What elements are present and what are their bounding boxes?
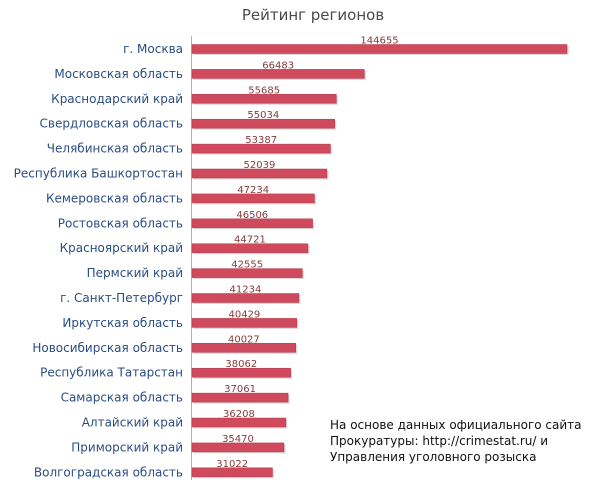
data-source-note: На основе данных официального сайта Прок… [330, 417, 600, 465]
bar [191, 118, 335, 129]
category-label: Ростовская область [58, 216, 183, 230]
category-label: Республика Татарстан [40, 366, 183, 380]
category-label: г. Москва [123, 42, 183, 56]
note-line: На основе данных официального сайта [330, 418, 582, 432]
value-label: 40429 [228, 309, 260, 320]
category-label: Приморский край [71, 440, 183, 454]
value-label: 40027 [228, 334, 260, 345]
bar [191, 392, 289, 403]
value-label: 46506 [236, 210, 268, 221]
category-label: Пермский край [87, 266, 183, 280]
bar [191, 44, 568, 54]
note-line: Прокуратуры: http://crimestat.ru/ и [330, 434, 549, 448]
bar [191, 218, 313, 229]
bar [191, 168, 328, 179]
bar [191, 467, 273, 478]
bar [191, 243, 309, 253]
value-label: 35470 [222, 434, 254, 445]
category-label: Свердловская область [40, 117, 184, 131]
value-label: 55034 [247, 110, 279, 121]
category-label: г. Санкт-Петербург [60, 291, 183, 305]
bar [191, 343, 297, 353]
value-label: 144655 [360, 36, 398, 47]
value-label: 66483 [262, 60, 294, 71]
value-label: 36208 [223, 409, 255, 420]
bar [191, 318, 298, 328]
category-label: Кемеровская область [46, 191, 183, 205]
note-line: Управления уголовного розыска [330, 450, 537, 464]
value-label: 41234 [230, 285, 262, 296]
category-label: Челябинская область [47, 142, 183, 156]
bar [191, 442, 285, 453]
value-label: 38062 [225, 359, 257, 370]
bar [191, 367, 291, 378]
value-label: 53387 [245, 135, 277, 146]
category-label: Новосибирская область [32, 341, 183, 355]
category-label: Алтайский край [82, 416, 183, 430]
category-label: Волгоградская область [34, 465, 183, 479]
category-label: Самарская область [61, 391, 183, 405]
value-label: 55685 [248, 85, 280, 96]
bar [191, 193, 315, 204]
bar [191, 268, 303, 278]
value-label: 42555 [231, 260, 263, 271]
bar [191, 293, 300, 303]
category-label: Иркутская область [62, 316, 183, 330]
category-label: Красноярский край [60, 241, 183, 255]
value-label: 31022 [216, 459, 248, 470]
bar [191, 69, 365, 79]
value-label: 37061 [224, 384, 256, 395]
value-label: 52039 [244, 160, 276, 171]
chart-title: Рейтинг регионов [242, 6, 384, 24]
bar [191, 143, 331, 154]
value-label: 44721 [234, 235, 266, 246]
category-label: Краснодарский край [51, 92, 183, 106]
bar [191, 417, 287, 428]
category-label: Республика Башкортостан [14, 167, 183, 181]
category-label: Московская область [54, 67, 183, 81]
bar [191, 94, 337, 104]
value-label: 47234 [237, 185, 269, 196]
